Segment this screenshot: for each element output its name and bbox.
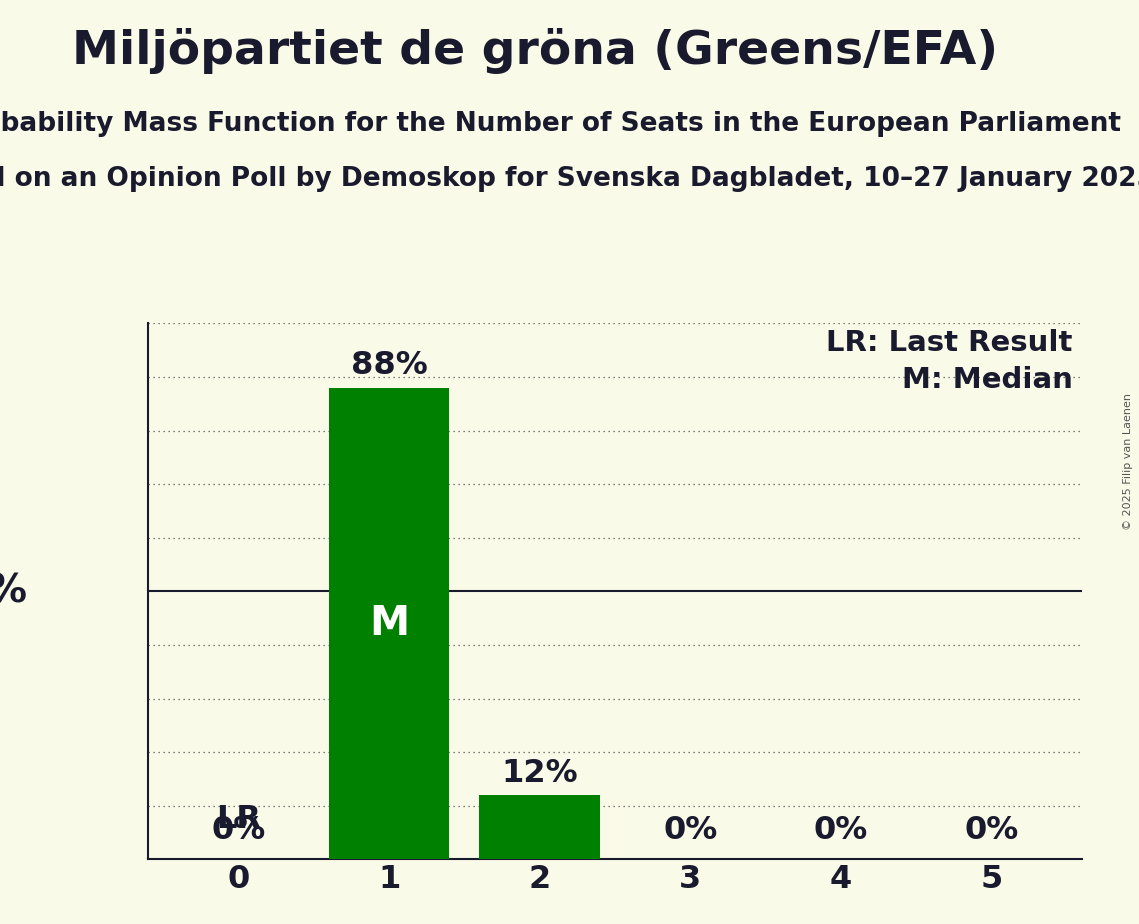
Text: 50%: 50% bbox=[0, 572, 26, 611]
Text: 0%: 0% bbox=[965, 815, 1018, 846]
Text: LR: LR bbox=[216, 804, 261, 834]
Text: Based on an Opinion Poll by Demoskop for Svenska Dagbladet, 10–27 January 2025: Based on an Opinion Poll by Demoskop for… bbox=[0, 166, 1139, 192]
Text: 0%: 0% bbox=[814, 815, 868, 846]
Text: 0%: 0% bbox=[212, 815, 265, 846]
Text: 12%: 12% bbox=[501, 758, 579, 788]
Text: © 2025 Filip van Laenen: © 2025 Filip van Laenen bbox=[1123, 394, 1133, 530]
Text: 88%: 88% bbox=[351, 350, 427, 382]
Text: Probability Mass Function for the Number of Seats in the European Parliament: Probability Mass Function for the Number… bbox=[0, 111, 1121, 137]
Bar bbox=[329, 388, 450, 859]
Text: Miljöpartiet de gröna (Greens/EFA): Miljöpartiet de gröna (Greens/EFA) bbox=[73, 28, 998, 74]
Text: M: Median: M: Median bbox=[902, 366, 1073, 395]
Text: LR: Last Result: LR: Last Result bbox=[826, 329, 1073, 357]
Text: M: M bbox=[369, 603, 409, 643]
Bar bbox=[480, 795, 600, 859]
Text: 0%: 0% bbox=[663, 815, 718, 846]
